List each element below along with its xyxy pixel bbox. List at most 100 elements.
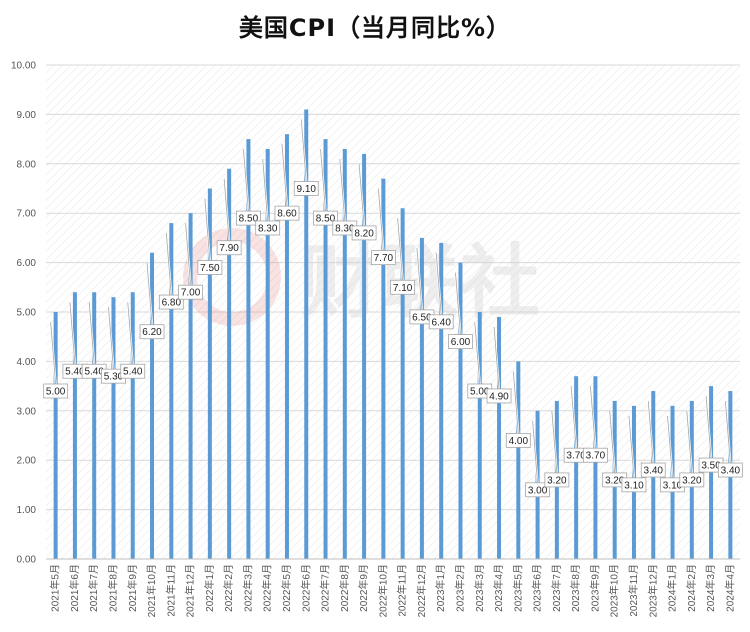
x-tick-label: 2022年8月 xyxy=(338,564,351,612)
data-label-box xyxy=(351,225,377,241)
data-label-box xyxy=(43,383,69,399)
data-label-leader xyxy=(532,420,538,483)
x-tick-label: 2022年3月 xyxy=(241,564,254,612)
data-label-box xyxy=(255,220,281,236)
data-label-box xyxy=(274,205,300,221)
x-tick-label: 2023年3月 xyxy=(473,564,486,612)
data-label-text: 7.00 xyxy=(181,288,201,299)
data-label: 3.10 xyxy=(660,415,685,493)
x-tick-label: 2023年11月 xyxy=(627,564,640,617)
y-tick-label: 6.00 xyxy=(17,258,37,269)
data-label: 7.00 xyxy=(178,223,203,300)
bar xyxy=(72,292,77,559)
x-tick-label: 2022年11月 xyxy=(396,564,409,617)
data-label-box xyxy=(679,472,705,488)
x-tick-label: 2022年12月 xyxy=(415,564,428,617)
data-label-leader xyxy=(88,302,95,365)
y-tick-label: 1.00 xyxy=(17,505,37,516)
data-label-text: 8.30 xyxy=(335,223,355,234)
x-tick-label: 2024年1月 xyxy=(666,564,679,612)
data-label-text: 6.40 xyxy=(431,317,451,328)
data-label-leader xyxy=(204,198,211,261)
data-label-leader xyxy=(300,119,307,182)
data-label-leader xyxy=(165,233,172,296)
bar xyxy=(53,312,58,559)
bar xyxy=(439,242,444,559)
y-tick-label: 3.00 xyxy=(17,406,37,417)
data-label-text: 3.10 xyxy=(624,480,644,491)
bar xyxy=(284,134,289,559)
data-label-box xyxy=(390,279,416,295)
data-label-text: 5.40 xyxy=(65,367,85,378)
data-label-leader xyxy=(185,223,191,286)
data-label-text: 5.00 xyxy=(46,387,66,398)
data-label-text: 7.10 xyxy=(393,283,413,294)
data-label-box xyxy=(448,334,473,350)
x-tick-label: 2022年9月 xyxy=(357,564,370,612)
data-label-leader xyxy=(686,410,693,473)
y-tick-label: 4.00 xyxy=(17,357,37,368)
x-tick-label: 2024年3月 xyxy=(704,564,717,612)
bar xyxy=(381,178,386,559)
data-label: 6.50 xyxy=(409,247,435,325)
data-label: 5.40 xyxy=(120,302,146,379)
y-tick-label: 10.00 xyxy=(11,61,36,72)
data-label: 7.50 xyxy=(197,198,223,275)
chart-title: 美国CPI（当月同比%） xyxy=(238,14,512,42)
data-label-text: 3.40 xyxy=(721,466,741,477)
data-label-leader xyxy=(146,262,153,325)
data-label-box xyxy=(197,260,223,275)
x-tick-label: 2021年8月 xyxy=(106,564,119,612)
bar xyxy=(304,109,309,560)
x-tick-label: 2021年5月 xyxy=(49,564,62,612)
bar xyxy=(458,262,463,559)
data-label-text: 7.50 xyxy=(200,263,220,274)
data-label-leader xyxy=(108,307,114,370)
bar xyxy=(593,376,598,559)
data-label: 5.40 xyxy=(81,302,107,379)
data-label-text: 3.70 xyxy=(566,451,586,462)
data-label-leader xyxy=(69,302,76,365)
bar xyxy=(709,386,714,559)
data-label-leader xyxy=(455,272,461,335)
data-label: 3.10 xyxy=(621,415,647,493)
data-label-text: 8.50 xyxy=(239,214,259,225)
data-label: 6.80 xyxy=(158,232,184,310)
data-label-box xyxy=(158,294,184,310)
data-label-box xyxy=(717,462,743,478)
data-label: 3.40 xyxy=(717,400,743,478)
y-tick-label: 9.00 xyxy=(17,110,37,121)
data-label-leader xyxy=(435,252,442,315)
data-label: 4.90 xyxy=(486,326,512,404)
bar xyxy=(227,168,232,560)
x-tick-label: 2022年6月 xyxy=(299,564,312,612)
x-tick-label: 2021年12月 xyxy=(184,564,197,617)
data-labels: 5.005.40 5.40 5.30 5.406.206.807.007.507.90… xyxy=(43,119,743,498)
data-label-leader xyxy=(647,401,654,464)
data-label: 3.70 xyxy=(563,386,589,463)
data-label-box xyxy=(236,210,261,226)
x-tick-label: 2023年4月 xyxy=(492,564,505,612)
data-label: 7.10 xyxy=(390,218,416,295)
x-tick-label: 2023年8月 xyxy=(569,564,582,612)
bar xyxy=(477,312,482,559)
data-label: 3.50 xyxy=(698,396,724,473)
data-label-box xyxy=(544,472,570,488)
data-label-text: 4.90 xyxy=(489,391,509,402)
bar xyxy=(419,237,424,559)
data-label-box xyxy=(120,363,146,379)
bar xyxy=(265,148,270,560)
data-label: 6.00 xyxy=(448,272,473,350)
x-tick-label: 2024年4月 xyxy=(723,564,736,612)
bar xyxy=(400,208,405,559)
data-label-leader xyxy=(397,218,404,281)
data-label-text: 6.00 xyxy=(451,337,471,348)
data-label: 3.20 xyxy=(544,410,570,488)
data-label-text: 3.10 xyxy=(663,480,683,491)
data-label-box xyxy=(525,482,550,498)
data-label-text: 8.30 xyxy=(258,223,278,234)
data-label-leader xyxy=(377,188,384,251)
data-label-box xyxy=(621,477,647,493)
data-label-leader xyxy=(609,410,616,473)
bar xyxy=(130,292,135,559)
